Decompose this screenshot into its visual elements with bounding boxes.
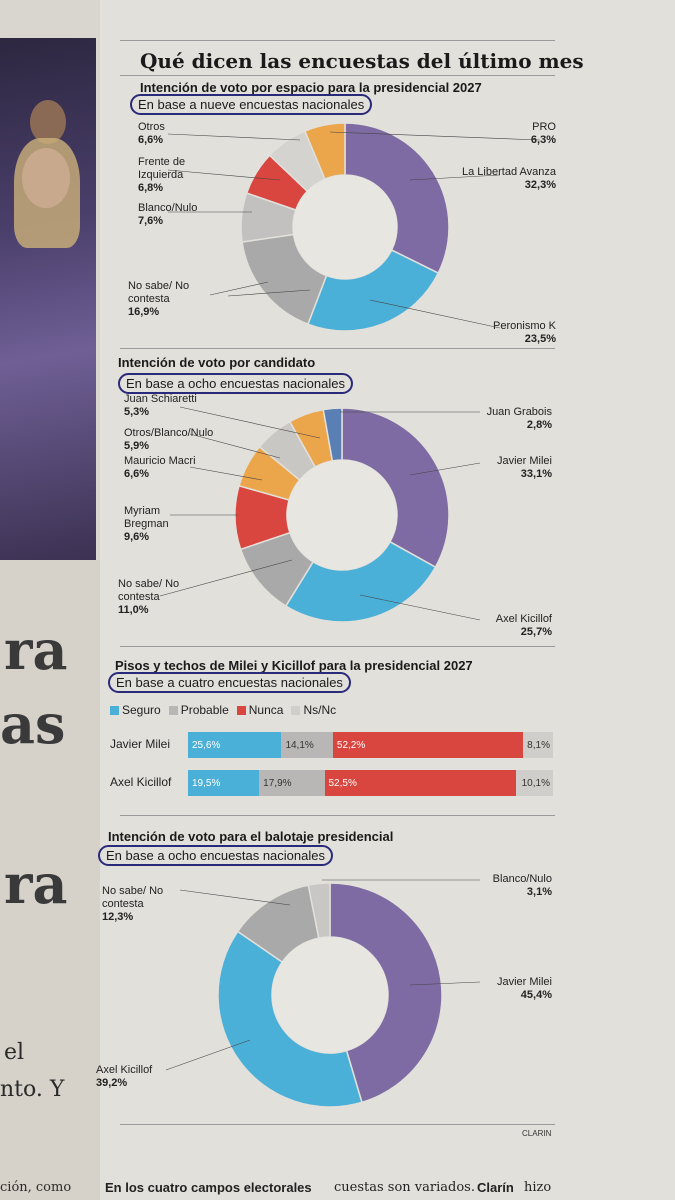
chart4-label-blanco: Blanco/Nulo 3,1% (492, 873, 552, 898)
chart3-title: Pisos y techos de Milei y Kicillof para … (115, 658, 473, 673)
headline-fragment-2: as (0, 692, 66, 756)
body-fragment-2: nto. Y (0, 1077, 65, 1102)
bar-segment-probable-1: 17,9% (259, 770, 325, 796)
body-fragment-3: ción, como (0, 1180, 72, 1195)
rule-2 (120, 348, 555, 349)
title-rule (120, 75, 555, 76)
chart2-label-otros: Otros/Blanco/Nulo 5,9% (124, 427, 214, 452)
leader-line-15 (359, 594, 481, 621)
chart2-label-grabois: Juan Grabois 2,8% (486, 406, 552, 431)
chart4-hole (272, 937, 388, 1053)
chart1-label-peronismo: Peronismo K 23,5% (493, 320, 556, 345)
footer-bold-text-2: Clarín (477, 1180, 514, 1195)
leader-line-4 (227, 289, 311, 297)
chart2-label-schiaretti: Juan Schiaretti 5,3% (124, 393, 197, 418)
chart1-label-lla: La Libertad Avanza 32,3% (462, 166, 556, 191)
chart2-label-bregman: Myriam Bregman 9,6% (124, 505, 169, 543)
footer-text-2: hizo (524, 1180, 552, 1195)
chart1-subtitle: En base a nueve encuestas nacionales (130, 94, 373, 115)
bar-segment-probable-0: 14,1% (281, 732, 333, 758)
bar-segment-nunca-1: 52,5% (324, 770, 517, 796)
footer-text: cuestas son variados. (334, 1180, 475, 1195)
source-credit: CLARIN (522, 1129, 552, 1138)
chart4-subtitle: En base a ocho encuestas nacionales (98, 845, 333, 866)
chart2-subtitle: En base a ocho encuestas nacionales (118, 373, 353, 394)
chart4-label-nosabe: No sabe/ No contesta 12,3% (102, 885, 164, 923)
stacked-bar-milei: 25,6% 14,1% 52,2% 8,1% (188, 732, 553, 758)
bar-segment-nsnc-1: 10,1% (516, 770, 553, 796)
chart4-label-kicillof: Axel Kicillof 39,2% (96, 1064, 153, 1089)
chart4-title: Intención de voto para el balotaje presi… (108, 829, 394, 844)
headline-fragment-1: ra (4, 618, 68, 682)
chart2-slice-1 (284, 540, 437, 623)
photo-person-back (30, 100, 66, 144)
adjacent-article-column (0, 560, 100, 1200)
bar-segment-nsnc-0: 8,1% (523, 732, 553, 758)
chart2-label-nosabe: No sabe/ No contesta 11,0% (118, 578, 180, 616)
bar-segment-seguro-0: 25,6% (188, 732, 282, 758)
legend-item-nsnc: Ns/Nc (291, 703, 336, 717)
chart2-label-macri: Mauricio Macri 6,6% (124, 455, 196, 480)
stacked-bar-kicillof: 19,5% 17,9% 52,5% 10,1% (188, 770, 553, 796)
chart1-title: Intención de voto por espacio para la pr… (140, 80, 482, 95)
page-title: Qué dicen las encuestas del último mes (140, 49, 584, 73)
leader-line-9 (189, 433, 281, 459)
bar-segment-nunca-0: 52,2% (332, 732, 524, 758)
chart1-hole (293, 175, 397, 279)
footer-bold-text: En los cuatro campos electorales (105, 1180, 312, 1195)
bar-segment-seguro-1: 19,5% (188, 770, 260, 796)
chart1-label-nosabe: No sabe/ No contesta 16,9% (128, 280, 190, 318)
legend-item-probable: Probable (168, 703, 229, 717)
leader-line-7 (369, 299, 501, 329)
leader-line-8 (179, 406, 321, 439)
chart4-label-milei: Javier Milei 45,4% (496, 976, 552, 1001)
leader-line-16 (179, 889, 291, 906)
bar-row-label-milei: Javier Milei (110, 737, 171, 751)
chart1-label-otros: Otros 6,6% (138, 121, 165, 146)
leader-line-12 (159, 559, 293, 597)
leader-line-5 (329, 131, 541, 141)
chart2-label-kicillof: Axel Kicillof 25,7% (495, 613, 552, 638)
chart1-label-fit: Frente de Izquierda 6,8% (138, 156, 186, 194)
chart3-subtitle: En base a cuatro encuestas nacionales (108, 672, 351, 693)
chart2-title: Intención de voto por candidato (118, 355, 316, 370)
leader-line-3 (209, 281, 269, 296)
headline-fragment-3: ra (4, 852, 68, 916)
photo-person-face (22, 148, 70, 208)
chart1-label-blanco: Blanco/Nulo 7,6% (138, 202, 198, 227)
body-fragment-1: el (4, 1040, 25, 1065)
chart2-label-milei: Javier Milei 33,1% (496, 455, 552, 480)
chart3-legend: Seguro Probable Nunca Ns/Nc (110, 703, 336, 717)
leader-line-0 (167, 133, 301, 141)
rule-3 (120, 646, 555, 647)
leader-line-10 (189, 466, 263, 481)
leader-line-6 (409, 174, 501, 181)
legend-item-nunca: Nunca (236, 703, 283, 717)
chart2-hole (287, 460, 397, 570)
rule-5 (120, 1124, 555, 1125)
leader-line-1 (167, 169, 281, 181)
leader-line-19 (409, 981, 481, 986)
rally-photo (0, 38, 96, 566)
leader-line-14 (409, 462, 481, 476)
bar-row-label-kicillof: Axel Kicillof (110, 775, 172, 789)
rule-4 (120, 815, 555, 816)
chart1-label-pro: PRO 6,3% (530, 121, 556, 146)
leader-line-17 (165, 1039, 251, 1071)
legend-item-seguro: Seguro (110, 703, 161, 717)
top-rule (120, 40, 555, 41)
